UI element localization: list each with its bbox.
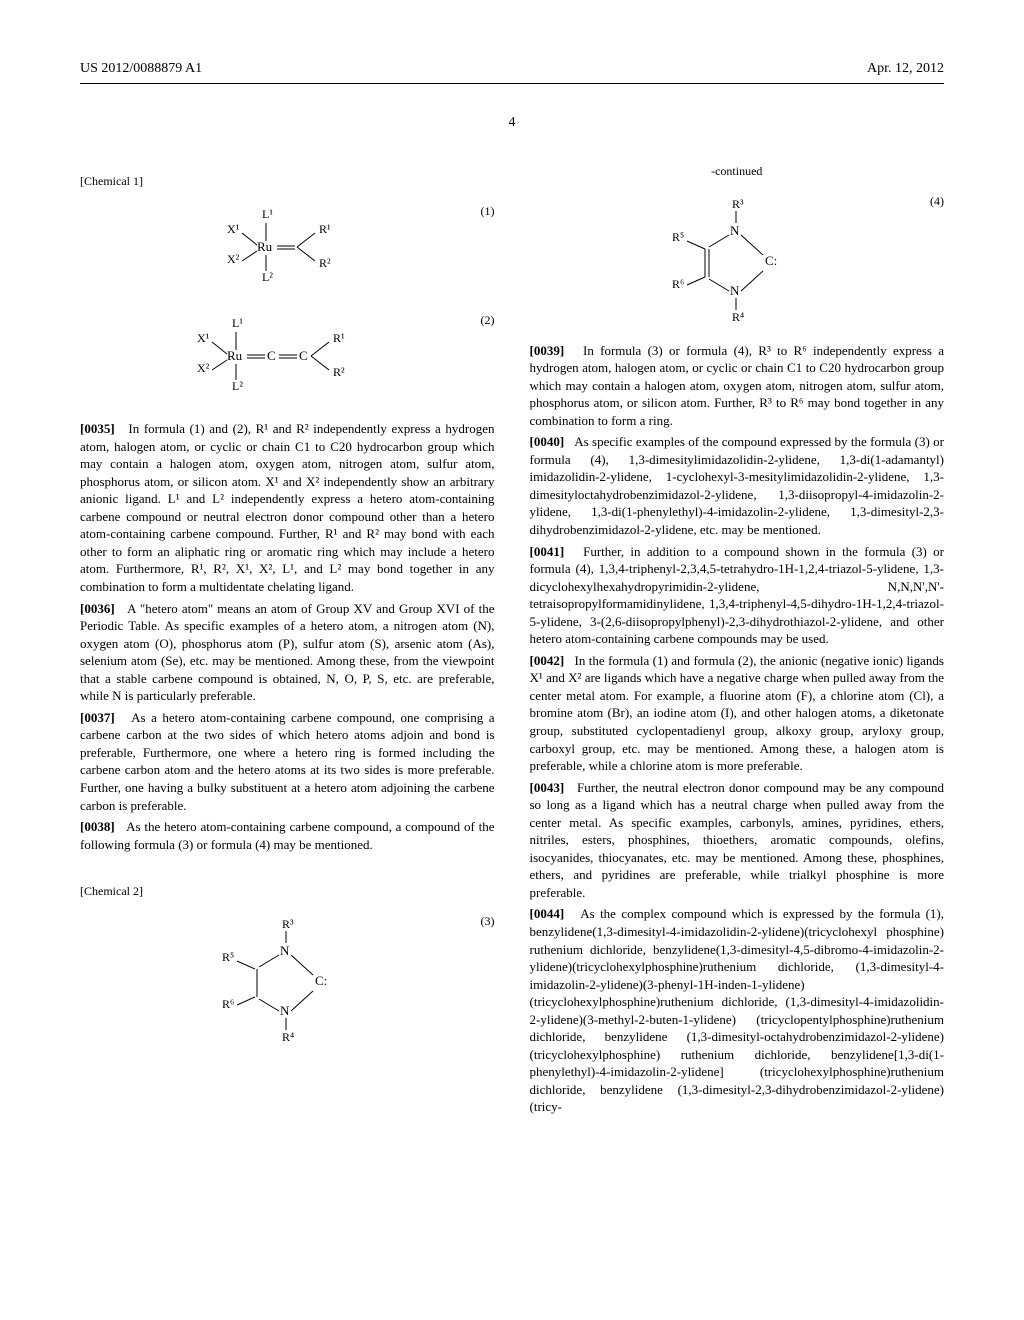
svg-text:R¹: R¹ — [333, 331, 345, 345]
svg-text:L¹: L¹ — [262, 207, 273, 221]
svg-text:C:: C: — [765, 253, 777, 268]
formula-4-diagram: R³ R⁴ R⁵ R⁶ N N C: — [637, 193, 837, 323]
svg-text:N: N — [280, 943, 290, 958]
svg-text:R³: R³ — [732, 197, 744, 211]
para-36-num: [0036] — [80, 601, 115, 616]
para-41-num: [0041] — [530, 544, 565, 559]
para-44-num: [0044] — [530, 906, 565, 921]
para-42-num: [0042] — [530, 653, 565, 668]
formula-1-number: (1) — [481, 203, 495, 219]
svg-text:C:: C: — [315, 973, 327, 988]
para-41-text: Further, in addition to a compound shown… — [530, 544, 945, 647]
formula-3: (3) R³ R⁴ R⁵ R⁶ N N C: — [80, 913, 495, 1048]
svg-text:N: N — [730, 223, 740, 238]
para-42-text: In the formula (1) and formula (2), the … — [530, 653, 945, 773]
svg-text:L²: L² — [232, 379, 243, 393]
formula-1: (1) X¹ X² L¹ L² Ru R¹ R² — [80, 203, 495, 298]
columns: [Chemical 1] (1) X¹ X² L¹ L² Ru — [80, 163, 944, 1120]
para-39-num: [0039] — [530, 343, 565, 358]
formula-1-diagram: X¹ X² L¹ L² Ru R¹ R² — [187, 203, 387, 293]
svg-text:R²: R² — [319, 256, 331, 270]
para-37-text: As a hetero atom-containing carbene comp… — [80, 710, 495, 813]
svg-text:R⁴: R⁴ — [282, 1030, 294, 1043]
svg-text:N: N — [280, 1003, 290, 1018]
formula-3-number: (3) — [481, 913, 495, 929]
para-35-num: [0035] — [80, 421, 115, 436]
svg-text:L²: L² — [262, 270, 273, 284]
svg-text:R⁶: R⁶ — [222, 997, 234, 1011]
page-number: 4 — [80, 114, 944, 133]
para-40: [0040] As specific examples of the compo… — [530, 433, 945, 538]
formula-4: (4) R³ R⁴ R⁵ R⁶ N N C: — [530, 193, 945, 328]
left-column: [Chemical 1] (1) X¹ X² L¹ L² Ru — [80, 163, 495, 1120]
para-40-num: [0040] — [530, 434, 565, 449]
para-39: [0039] In formula (3) or formula (4), R³… — [530, 342, 945, 430]
patent-date: Apr. 12, 2012 — [867, 60, 944, 79]
para-41: [0041] Further, in addition to a compoun… — [530, 543, 945, 648]
svg-text:R²: R² — [333, 365, 345, 379]
svg-text:R⁵: R⁵ — [222, 950, 234, 964]
para-35-text: In formula (1) and (2), R¹ and R² indepe… — [80, 421, 495, 594]
para-43-text: Further, the neutral electron donor comp… — [530, 780, 945, 900]
svg-text:R⁶: R⁶ — [672, 277, 684, 291]
svg-text:R³: R³ — [282, 917, 294, 931]
svg-text:Ru: Ru — [227, 348, 243, 363]
para-44: [0044] As the complex compound which is … — [530, 905, 945, 1116]
svg-text:X²: X² — [197, 361, 210, 375]
formula-2-diagram: X¹ X² L¹ L² Ru C C R — [167, 312, 407, 402]
chemical-2-label: [Chemical 2] — [80, 883, 495, 899]
continued-label: -continued — [530, 163, 945, 179]
right-column: -continued (4) R³ R⁴ R⁵ R⁶ N N C: — [530, 163, 945, 1120]
svg-text:C: C — [299, 348, 308, 363]
svg-text:L¹: L¹ — [232, 316, 243, 330]
page: US 2012/0088879 A1 Apr. 12, 2012 4 [Chem… — [0, 0, 1024, 1200]
para-42: [0042] In the formula (1) and formula (2… — [530, 652, 945, 775]
svg-text:N: N — [730, 283, 740, 298]
svg-text:X¹: X¹ — [197, 331, 210, 345]
svg-text:R⁴: R⁴ — [732, 310, 744, 323]
para-38-num: [0038] — [80, 819, 115, 834]
chemical-1-label: [Chemical 1] — [80, 173, 495, 189]
para-36-text: A "hetero atom" means an atom of Group X… — [80, 601, 495, 704]
formula-4-number: (4) — [930, 193, 944, 209]
page-header: US 2012/0088879 A1 Apr. 12, 2012 — [80, 60, 944, 84]
para-38: [0038] As the hetero atom-containing car… — [80, 818, 495, 853]
para-40-text: As specific examples of the compound exp… — [530, 434, 945, 537]
para-43: [0043] Further, the neutral electron don… — [530, 779, 945, 902]
para-37-num: [0037] — [80, 710, 115, 725]
svg-text:X¹: X¹ — [227, 222, 240, 236]
para-43-num: [0043] — [530, 780, 565, 795]
para-38-text: As the hetero atom-containing carbene co… — [80, 819, 495, 852]
patent-id: US 2012/0088879 A1 — [80, 60, 202, 79]
svg-text:R⁵: R⁵ — [672, 230, 684, 244]
para-35: [0035] In formula (1) and (2), R¹ and R²… — [80, 420, 495, 595]
para-44-text: As the complex compound which is express… — [530, 906, 945, 1114]
svg-text:C: C — [267, 348, 276, 363]
svg-text:Ru: Ru — [257, 239, 273, 254]
formula-3-diagram: R³ R⁴ R⁵ R⁶ N N C: — [187, 913, 387, 1043]
svg-text:X²: X² — [227, 252, 240, 266]
formula-2-number: (2) — [481, 312, 495, 328]
formula-2: (2) X¹ X² L¹ L² Ru C C — [80, 312, 495, 407]
svg-text:R¹: R¹ — [319, 222, 331, 236]
para-39-text: In formula (3) or formula (4), R³ to R⁶ … — [530, 343, 945, 428]
para-36: [0036] A "hetero atom" means an atom of … — [80, 600, 495, 705]
para-37: [0037] As a hetero atom-containing carbe… — [80, 709, 495, 814]
